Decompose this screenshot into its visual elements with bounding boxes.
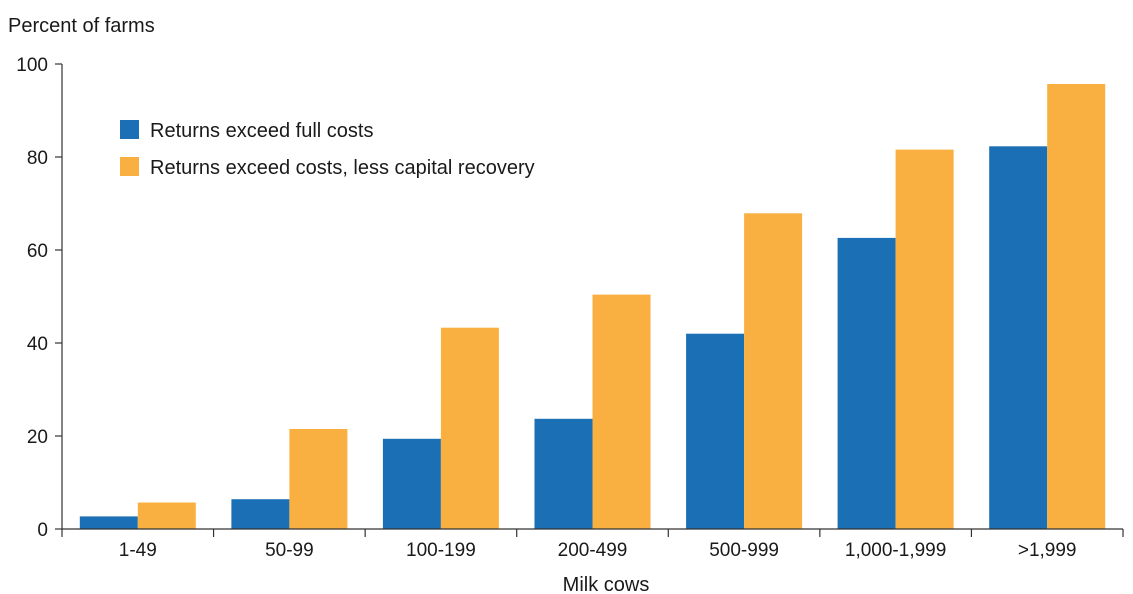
bar-full-costs-100-199 — [382, 438, 441, 529]
bar-less-capital-recovery-1-49 — [137, 502, 196, 529]
bar-full-costs-500-999 — [686, 333, 745, 529]
bar-full-costs-1-49 — [79, 516, 138, 529]
x-tick-label-50-99: 50-99 — [265, 540, 314, 561]
legend-label-full-costs: Returns exceed full costs — [150, 120, 373, 142]
bar-less-capital-recovery-1-999 — [1047, 84, 1106, 529]
x-tick-label-1-49: 1-49 — [119, 540, 157, 561]
bar-full-costs-1-000-1-999 — [837, 237, 896, 529]
bar-less-capital-recovery-200-499 — [592, 294, 651, 529]
bar-full-costs-1-999 — [989, 146, 1048, 530]
x-axis: 1-49 50-99 100-199 200-499 500-999 1,000-1,99… — [61, 528, 1124, 561]
x-tick-label-100-199: 100-199 — [406, 540, 476, 561]
y-tick-label: 100 — [16, 55, 48, 76]
y-tick-label: 0 — [37, 520, 48, 541]
bar-less-capital-recovery-500-999 — [744, 213, 803, 530]
legend: Returns exceed full costs Returns exceed… — [120, 120, 535, 179]
x-tick-label-1-999: >1,999 — [1018, 540, 1077, 561]
y-axis-title: Percent of farms — [8, 15, 155, 37]
bar-less-capital-recovery-1-000-1-999 — [895, 149, 954, 529]
legend-swatch-full-costs — [120, 120, 139, 139]
y-axis: 0 20 40 60 80 100 — [16, 55, 63, 541]
bar-full-costs-50-99 — [231, 499, 290, 529]
legend-swatch-less-capital-recovery — [120, 157, 139, 176]
y-tick-label: 20 — [27, 427, 48, 448]
x-tick-label-200-499: 200-499 — [558, 540, 628, 561]
y-tick-label: 80 — [27, 148, 48, 169]
legend-label-less-capital-recovery: Returns exceed costs, less capital recov… — [150, 157, 535, 179]
bar-less-capital-recovery-100-199 — [440, 327, 499, 529]
x-axis-title: Milk cows — [563, 574, 650, 594]
bar-less-capital-recovery-50-99 — [289, 429, 348, 529]
y-tick-label: 40 — [27, 334, 48, 355]
bar-full-costs-200-499 — [534, 418, 593, 529]
x-tick-label-500-999: 500-999 — [709, 540, 779, 561]
x-tick-label-1-000-1-999: 1,000-1,999 — [845, 540, 946, 561]
bars-group — [79, 84, 1106, 530]
y-tick-label: 60 — [27, 241, 48, 262]
